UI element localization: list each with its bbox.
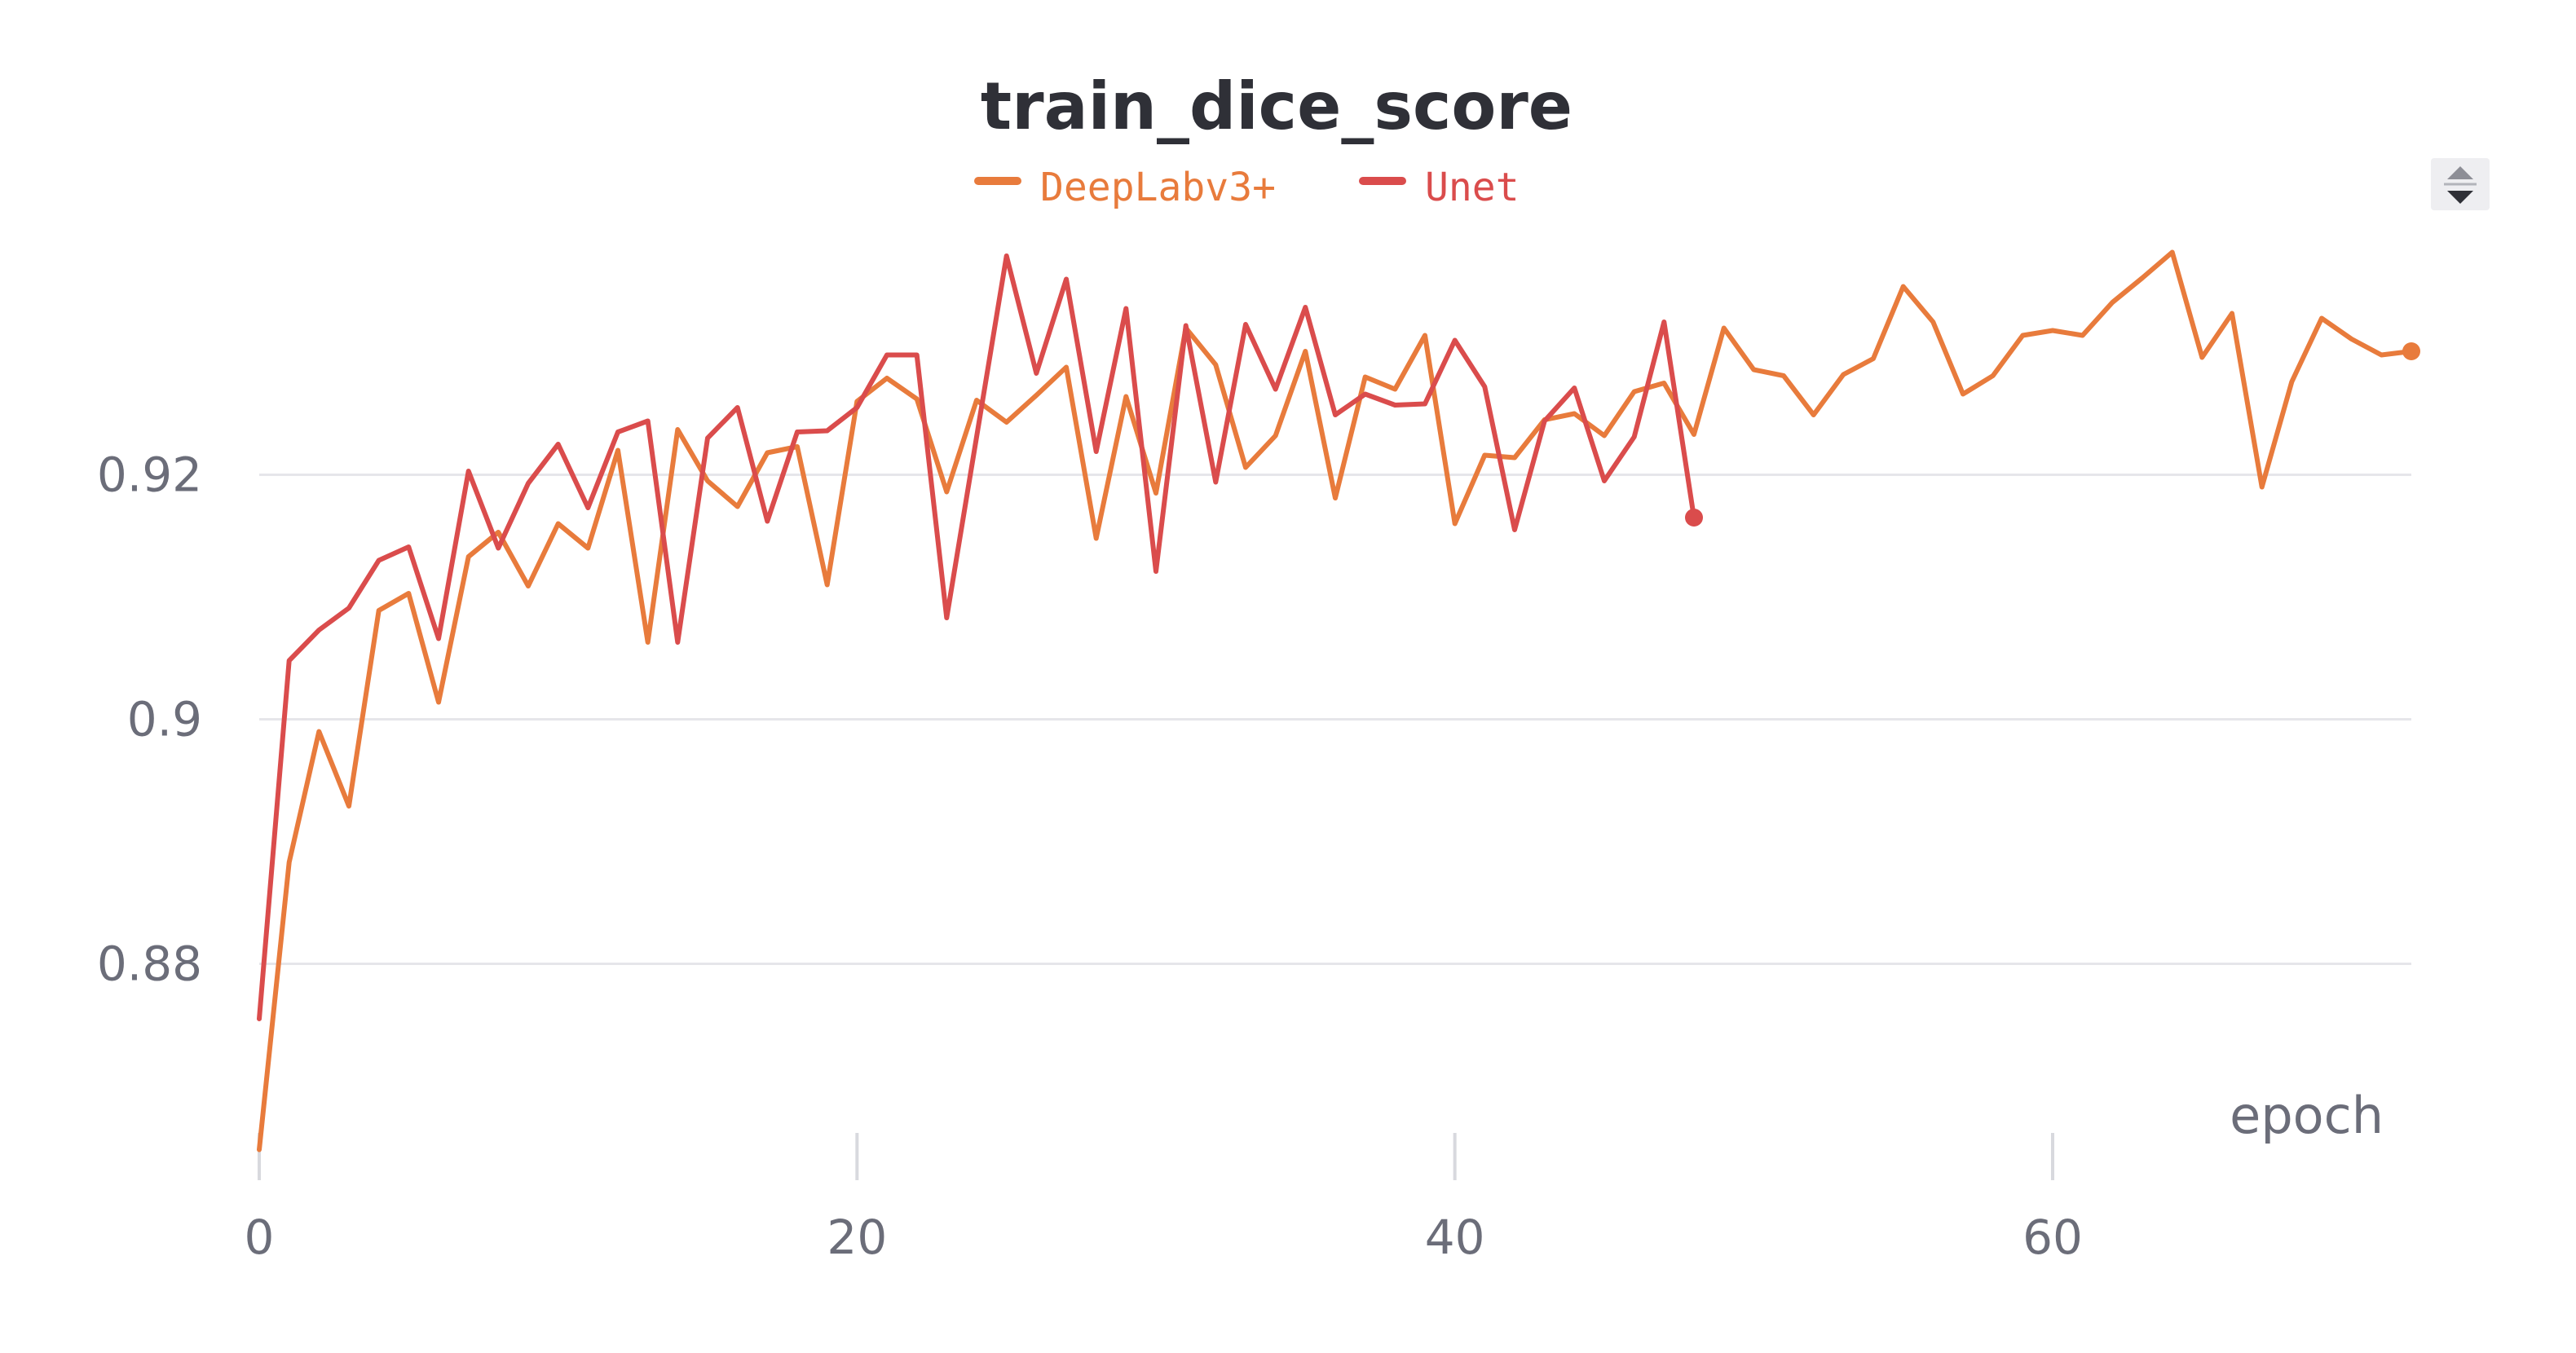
triangle-up-icon[interactable] [2447,166,2473,179]
legend-item[interactable]: Unet [1359,165,1520,210]
legend-label: Unet [1425,165,1520,210]
x-tick-labels: 0 20 40 60 [245,1210,2083,1265]
series-endpoints [1685,342,2420,527]
y-tick-label: 0.9 [127,692,202,747]
x-axis-label: epoch [2230,1086,2384,1145]
legend: DeepLabv3+ Unet [974,165,1520,210]
series-endpoint [1685,509,1703,527]
legend-item[interactable]: DeepLabv3+ [974,165,1276,210]
x-tick-label: 60 [2022,1210,2083,1265]
y-tick-label: 0.88 [97,937,202,992]
chart-title: train_dice_score [981,68,1573,144]
legend-label: DeepLabv3+ [1040,165,1276,210]
series-line-unet [257,253,1696,1021]
x-tick-marks [258,1133,2054,1180]
series-lines [257,249,2414,1152]
x-tick-label: 0 [245,1210,275,1265]
y-tick-label: 0.92 [97,447,202,503]
y-tick-labels: 0.88 0.9 0.92 [97,447,202,992]
legend-scroll-control[interactable] [2431,158,2490,210]
series-line-deeplabv3- [257,249,2414,1152]
triangle-down-icon[interactable] [2447,191,2473,204]
x-tick-label: 20 [827,1210,887,1265]
grid-lines [259,474,2411,965]
x-tick-label: 40 [1425,1210,1485,1265]
series-endpoint [2402,342,2420,360]
